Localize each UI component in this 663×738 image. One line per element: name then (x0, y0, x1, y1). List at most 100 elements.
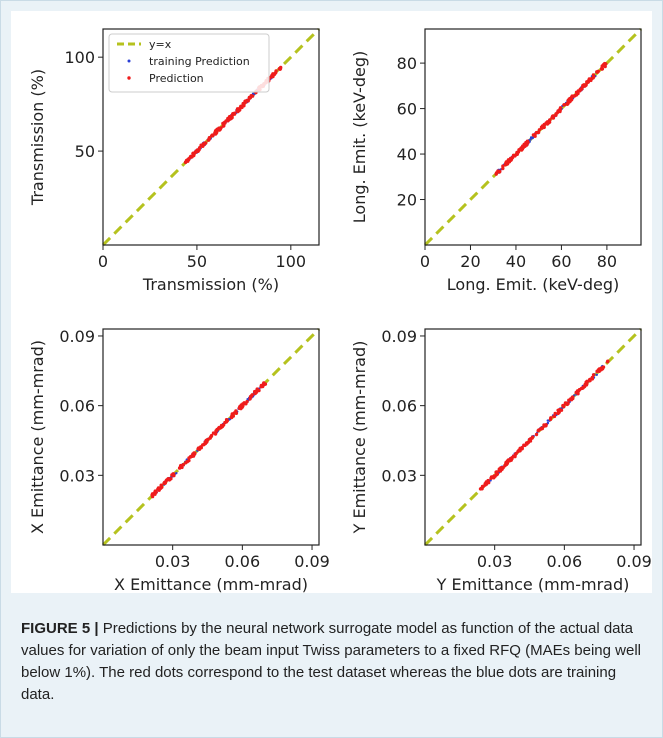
prediction-point (272, 72, 277, 76)
y-tick-label: 0.03 (381, 466, 417, 485)
prediction-point (530, 436, 534, 440)
prediction-point (570, 395, 575, 399)
prediction-point (520, 447, 524, 451)
y-tick-label: 100 (64, 48, 95, 67)
prediction-point (574, 390, 578, 395)
x-tick-label: 0 (420, 252, 430, 271)
legend-entry: y=x (149, 38, 172, 51)
prediction-point (240, 104, 244, 109)
prediction-point (562, 103, 566, 107)
prediction-point (192, 151, 197, 155)
y-tick-label: 0.03 (59, 466, 95, 485)
prediction-point (591, 73, 596, 77)
x-axis-label: Y Emittance (mm-mrad) (436, 575, 630, 593)
y-axis-label: Y Emittance (mm-mrad) (350, 341, 369, 535)
prediction-point (540, 124, 545, 128)
prediction-point (241, 402, 245, 406)
prediction-point (223, 420, 227, 425)
prediction-point (204, 141, 208, 145)
prediction-point (537, 128, 542, 132)
prediction-point (259, 385, 263, 389)
prediction-point (274, 69, 278, 73)
y-tick-label: 0.09 (59, 327, 95, 346)
prediction-point (237, 406, 241, 410)
prediction-point (504, 160, 508, 164)
prediction-point (586, 80, 590, 84)
y-tick-label: 60 (397, 100, 417, 119)
prediction-point (498, 469, 503, 473)
prediction-point (501, 465, 505, 470)
prediction-point (494, 171, 499, 175)
x-axis-label: Transmission (%) (142, 275, 279, 294)
prediction-point (205, 438, 209, 442)
prediction-point (545, 122, 550, 126)
prediction-point (557, 410, 561, 414)
prediction-point (567, 97, 572, 102)
prediction-point (150, 492, 155, 496)
prediction-points (494, 61, 608, 176)
prediction-point (495, 470, 499, 474)
prediction-point (501, 164, 505, 168)
prediction-point (211, 431, 216, 435)
prediction-point (510, 155, 515, 160)
prediction-point (581, 385, 586, 389)
prediction-point (514, 451, 518, 456)
axes-frame (102, 328, 320, 546)
prediction-point (235, 107, 240, 111)
prediction-point (184, 461, 188, 465)
prediction-point (278, 66, 283, 71)
prediction-point (189, 154, 193, 159)
y-axis-label: Transmission (%) (28, 69, 47, 206)
prediction-point (494, 473, 499, 477)
prediction-point (198, 146, 202, 150)
prediction-point (250, 94, 255, 98)
y-axis-label: Long. Emit. (keV-deg) (350, 51, 369, 223)
prediction-point (604, 62, 608, 66)
prediction-point (180, 465, 184, 470)
legend-entry: training Prediction (149, 55, 250, 68)
prediction-point (505, 460, 510, 465)
prediction-point (513, 454, 517, 458)
prediction-point (150, 494, 155, 499)
prediction-point (587, 77, 591, 81)
prediction-point (591, 373, 596, 377)
chart-2: 0 20 40 60 80 20 40 60 80 Long. Emit. (keV-deg) Lo… (350, 27, 643, 294)
x-tick-label: 0 (98, 252, 108, 271)
chart-4: 0.03 0.06 0.09 0.03 0.06 0.09 Y Emittance (mm-… (350, 327, 652, 593)
x-tick-label: 0.09 (616, 552, 652, 571)
legend: y=x training Prediction Prediction (108, 33, 270, 93)
training-point (595, 373, 598, 376)
x-tick-label: 0.03 (155, 552, 191, 571)
prediction-point (229, 415, 234, 420)
axes-frame (424, 28, 642, 246)
y-axis-label: X Emittance (mm-mrad) (28, 340, 47, 534)
prediction-point (517, 448, 521, 452)
chart-3: 0.03 0.06 0.09 0.03 0.06 0.09 X Emittance (mm-… (28, 327, 330, 593)
x-tick-label: 60 (551, 252, 571, 271)
prediction-point (225, 419, 229, 423)
prediction-point (156, 486, 161, 490)
prediction-point (479, 486, 484, 491)
prediction-point (232, 112, 236, 116)
x-tick-label: 0.06 (547, 552, 583, 571)
x-tick-label: 80 (597, 252, 617, 271)
prediction-point (489, 475, 494, 479)
prediction-point (236, 109, 240, 114)
figure-label: FIGURE 5 | (21, 620, 99, 637)
prediction-point (181, 463, 185, 467)
training-point (529, 138, 532, 141)
prediction-point (596, 368, 601, 372)
prediction-point (253, 391, 257, 396)
plots-area: 0 50 100 50 100 Transmission (%) Transmission … (11, 11, 652, 593)
y-tick-label: 80 (397, 54, 417, 73)
prediction-point (570, 94, 574, 98)
prediction-point (565, 402, 569, 407)
caption-text: Predictions by the neural network surrog… (21, 620, 642, 703)
prediction-point (186, 159, 190, 163)
prediction-point (536, 130, 541, 135)
x-tick-label: 0.09 (294, 552, 330, 571)
prediction-point (595, 70, 599, 74)
prediction-point (219, 423, 224, 428)
prediction-point (569, 398, 574, 402)
prediction-point (196, 446, 201, 450)
